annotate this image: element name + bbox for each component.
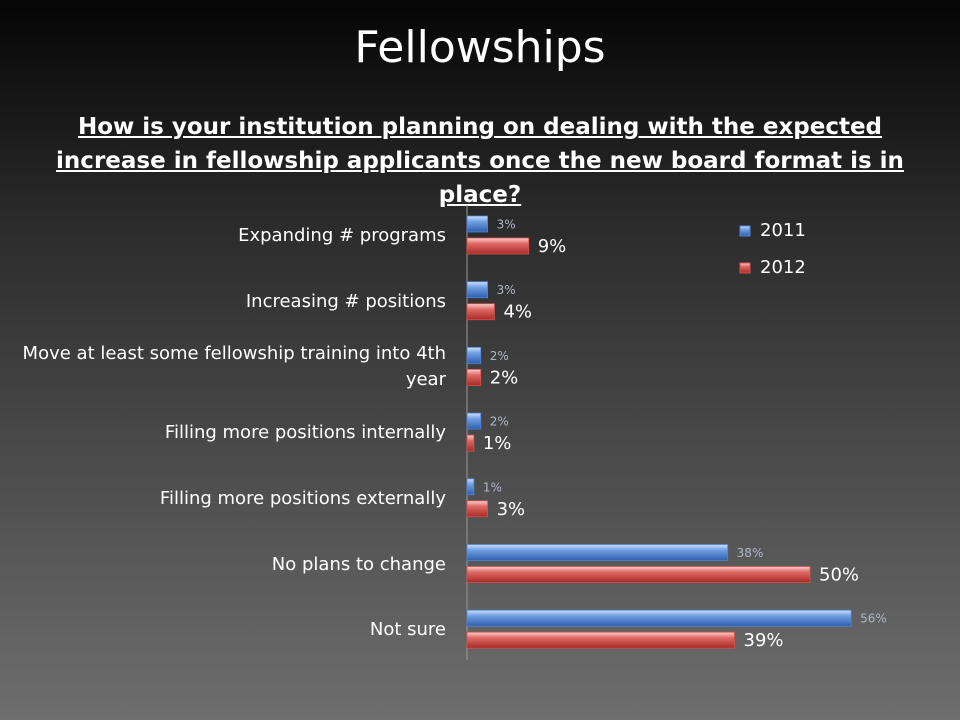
- legend-label: 2011: [760, 220, 806, 241]
- value-label: 50%: [819, 565, 859, 586]
- category-label: Increasing # positions: [245, 290, 446, 312]
- value-label: 1%: [483, 433, 512, 454]
- value-label: 2%: [490, 367, 519, 388]
- bar: [466, 434, 475, 452]
- bar: [466, 544, 729, 561]
- bar: [466, 215, 488, 233]
- bar: [466, 368, 482, 386]
- value-label: 56%: [860, 612, 887, 626]
- category-label: Move at least some fellowship training i…: [22, 343, 446, 391]
- category-label: Filling more positions internally: [164, 422, 446, 444]
- bar: [466, 478, 475, 496]
- bar: [466, 412, 482, 430]
- legend-swatch: [739, 262, 751, 274]
- bar: [466, 566, 811, 583]
- chart-title: Fellowships: [354, 22, 606, 73]
- bar: [466, 609, 852, 627]
- legend-label: 2012: [760, 257, 806, 278]
- chart-subtitle: How is your institution planning on deal…: [56, 114, 904, 208]
- bar: [466, 631, 735, 649]
- legend-swatch: [739, 225, 751, 237]
- bar: [466, 303, 495, 321]
- value-label: 9%: [538, 236, 567, 257]
- bar: [466, 237, 530, 255]
- value-label: 2%: [490, 415, 509, 429]
- bar: [466, 281, 488, 299]
- value-label: 39%: [744, 630, 784, 651]
- category-label: Not sure: [369, 619, 446, 641]
- value-label: 3%: [497, 283, 516, 297]
- category-label: Filling more positions externally: [159, 487, 446, 509]
- value-label: 1%: [483, 480, 502, 494]
- category-label: Expanding # programs: [238, 225, 446, 246]
- category-label: No plans to change: [271, 553, 446, 575]
- value-label: 2%: [490, 349, 509, 363]
- value-label: 38%: [737, 546, 764, 560]
- bar: [466, 346, 482, 364]
- bar: [466, 500, 488, 518]
- value-label: 4%: [503, 302, 532, 323]
- value-label: 3%: [497, 218, 516, 232]
- value-label: 3%: [497, 499, 526, 520]
